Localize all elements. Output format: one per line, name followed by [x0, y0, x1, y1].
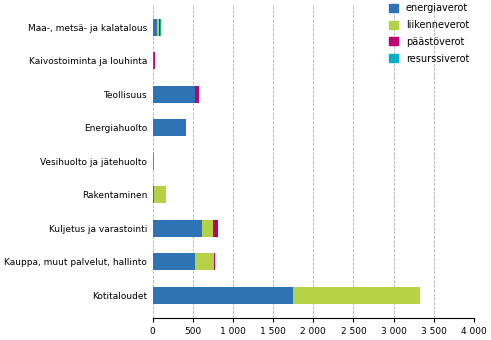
Bar — [195, 86, 199, 103]
Bar — [153, 153, 154, 170]
Bar — [214, 253, 215, 270]
Bar — [153, 19, 158, 36]
Bar — [153, 119, 187, 136]
Legend: energiaverot, liikenneverot, päästöverot, resurssiverot: energiaverot, liikenneverot, päästöverot… — [389, 3, 469, 64]
Bar — [153, 186, 154, 203]
Bar — [213, 220, 218, 237]
Bar — [153, 220, 202, 237]
Bar — [202, 220, 213, 237]
Bar — [160, 19, 161, 36]
Bar — [153, 86, 195, 103]
Bar — [195, 253, 214, 270]
Bar — [293, 287, 420, 304]
Bar — [154, 52, 155, 69]
Bar — [153, 253, 195, 270]
Bar — [159, 19, 160, 36]
Bar — [154, 186, 166, 203]
Bar — [158, 19, 159, 36]
Bar — [153, 52, 154, 69]
Bar — [153, 287, 293, 304]
